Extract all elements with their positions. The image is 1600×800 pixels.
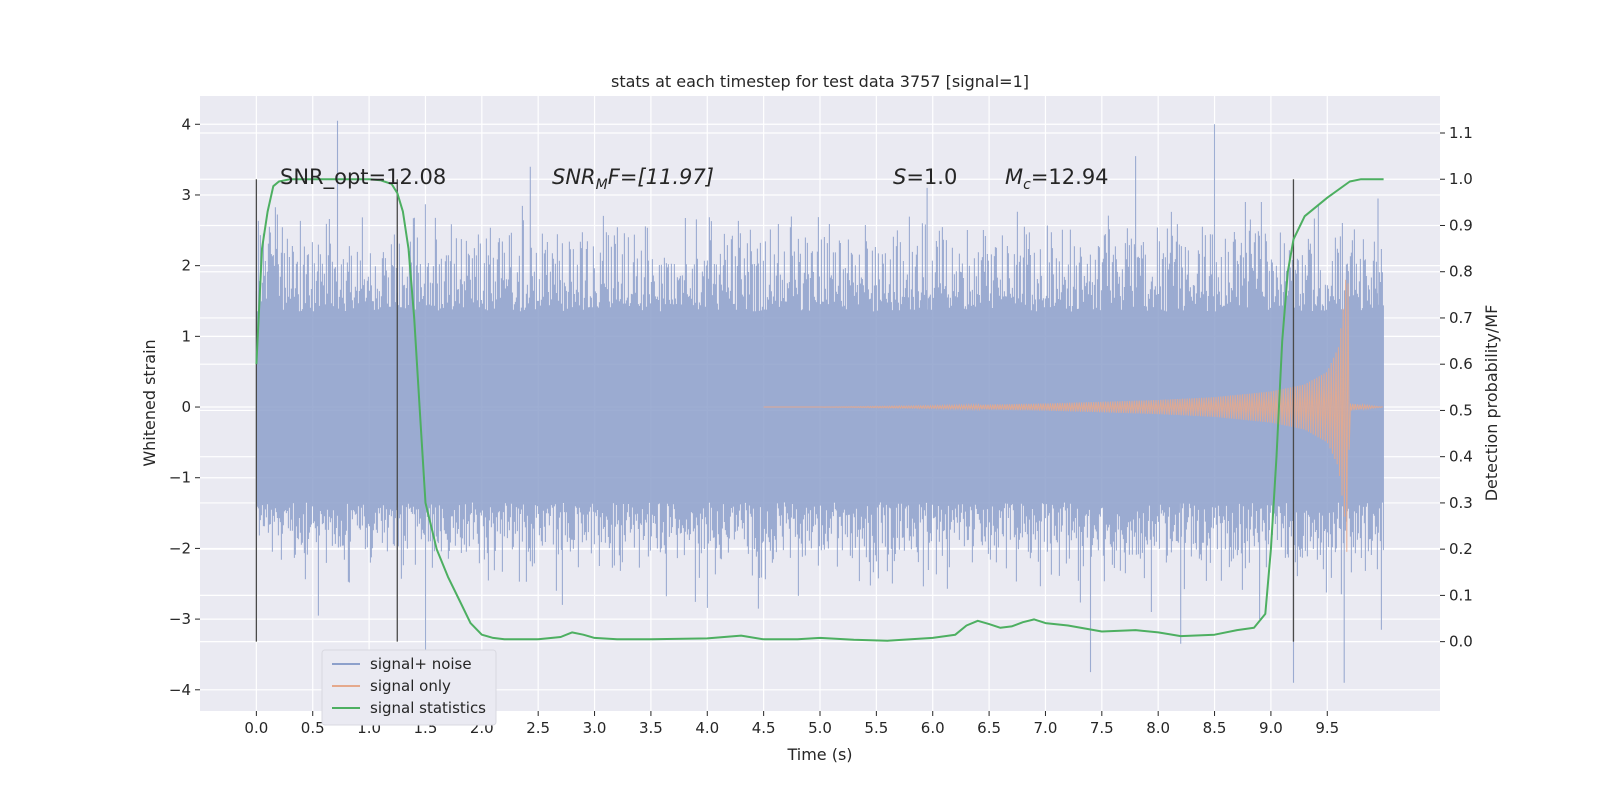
y2-tick-label: 0.2 — [1449, 540, 1473, 558]
x-tick-label: 6.0 — [921, 719, 945, 737]
x-tick-label: 9.5 — [1315, 719, 1339, 737]
legend-label-signal-noise: signal+ noise — [370, 655, 472, 673]
y2-tick-label: 0.4 — [1449, 448, 1473, 466]
y-tick-label: −2 — [169, 539, 191, 557]
vertical-markers — [255, 179, 1295, 642]
x-tick-label: 7.0 — [1034, 719, 1058, 737]
signal-statistics-line — [255, 178, 1384, 642]
x-tick-label: 7.5 — [1090, 719, 1114, 737]
y2-tick-label: 0.5 — [1449, 401, 1473, 419]
y-tick-label: −1 — [169, 469, 191, 487]
y-tick-label: 2 — [181, 257, 191, 275]
y2-tick-label: 0.7 — [1449, 309, 1473, 327]
x-tick-label: 8.0 — [1146, 719, 1170, 737]
y2-tick-label: 1.1 — [1449, 124, 1473, 142]
y2-tick-label: 0.0 — [1449, 633, 1473, 651]
x-tick-label: 2.5 — [526, 719, 550, 737]
y2-tick-label: 0.6 — [1449, 355, 1473, 373]
x-tick-label: 0.5 — [301, 719, 325, 737]
legend-label-signal-statistics: signal statistics — [370, 699, 486, 717]
snr-mf-base: SNR — [552, 165, 596, 189]
mc-rest: =12.94 — [1031, 165, 1109, 189]
x-tick-label: 8.5 — [1203, 719, 1227, 737]
y-tick-label: 3 — [181, 186, 191, 204]
y2-tick-label: 1.0 — [1449, 170, 1473, 188]
signal-only-series — [763, 279, 1383, 552]
x-axis-label: Time (s) — [786, 745, 852, 764]
legend-label-signal-only: signal only — [370, 677, 451, 695]
s-base: S — [893, 165, 906, 189]
mc-base: M — [1005, 165, 1023, 189]
x-tick-label: 3.0 — [583, 719, 607, 737]
y-tick-label: 4 — [181, 115, 191, 133]
y-axis-label: Whitened strain — [140, 339, 159, 466]
x-tick-label: 5.5 — [864, 719, 888, 737]
legend-box — [321, 649, 497, 726]
y-tick-label: 1 — [181, 327, 191, 345]
x-tick-label: 9.0 — [1259, 719, 1283, 737]
y2-tick-label: 0.1 — [1449, 586, 1473, 604]
x-tick-label: 4.0 — [695, 719, 719, 737]
snr-mf-rest: F=[11.97] — [608, 165, 714, 189]
legend: signal+ noise signal only signal statist… — [321, 649, 497, 726]
y2-tick-label: 0.9 — [1449, 216, 1473, 234]
y-tick-label: −3 — [169, 610, 191, 628]
y-tick-label: 0 — [181, 398, 191, 416]
x-tick-label: 6.5 — [977, 719, 1001, 737]
snr-mf-annotation: SNRMF=[11.97] — [552, 165, 714, 193]
y2-axis-label: Detection probability/MF — [1482, 305, 1501, 502]
y2-tick-label: 0.8 — [1449, 263, 1473, 281]
signal-statistics-series — [255, 178, 1384, 642]
snr-opt-annotation: SNR_opt=12.08 — [280, 165, 446, 190]
chart-title: stats at each timestep for test data 375… — [611, 72, 1029, 91]
tick-labels: 0.0 0.5 1.0 1.5 2.0 2.5 3.0 3.5 4.0 4.5 5.0 5.5 6.0 6… — [169, 115, 1473, 737]
y2-tick-label: 0.3 — [1449, 494, 1473, 512]
s-annotation: S=1.0 — [893, 165, 957, 189]
x-tick-label: 4.5 — [752, 719, 776, 737]
snr-mf-subscript: M — [596, 177, 608, 193]
s-rest: =1.0 — [906, 165, 957, 189]
signal-only-line — [763, 279, 1383, 552]
mc-subscript: c — [1023, 177, 1031, 193]
x-tick-label: 0.0 — [244, 719, 268, 737]
x-tick-label: 5.0 — [808, 719, 832, 737]
y-tick-label: −4 — [169, 681, 191, 699]
mc-annotation: Mc=12.94 — [1005, 165, 1109, 193]
x-tick-label: 3.5 — [639, 719, 663, 737]
